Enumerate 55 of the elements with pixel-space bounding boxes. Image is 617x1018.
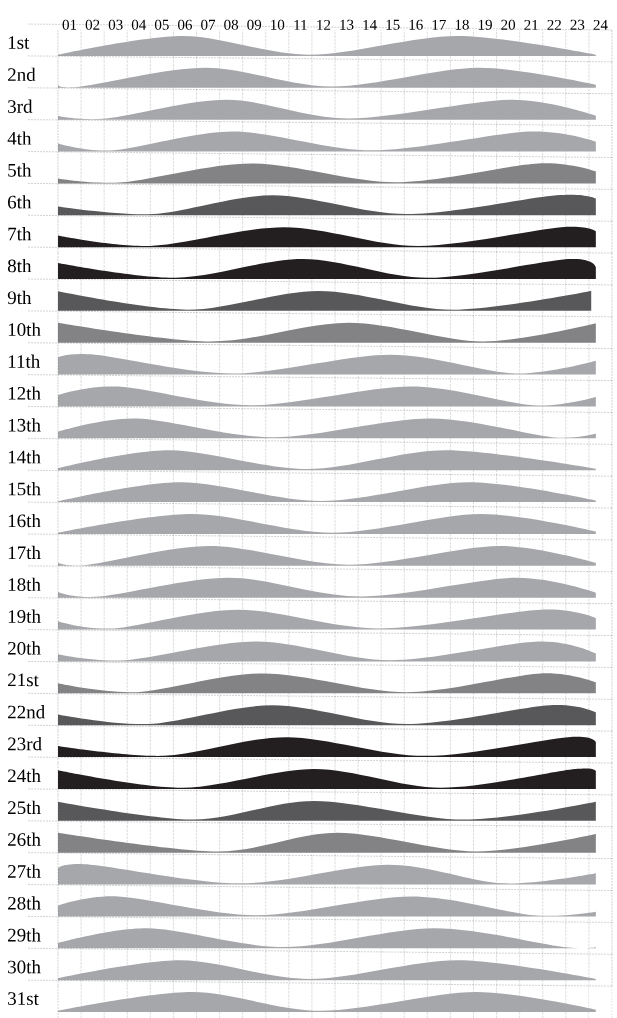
chart-title: 22nd	[8, 705, 45, 719]
chart-title: 14th	[8, 450, 41, 464]
chart-title: 5th	[8, 163, 32, 177]
chart-title: 8th	[7, 258, 32, 273]
chart-title: 3rd	[8, 99, 33, 113]
chart-title: 2nd	[8, 67, 36, 82]
x-tick-label: 17	[432, 19, 446, 30]
chart-title: 1st	[8, 36, 30, 49]
chart-title: 7th	[8, 227, 32, 241]
chart-title: 30th	[8, 960, 41, 974]
x-tick-label: 08	[224, 19, 239, 30]
chart-title: 24th	[8, 768, 41, 783]
x-tick-label: 03	[108, 19, 123, 30]
chart-title: 31st	[8, 992, 39, 1006]
x-tick-label: 07	[201, 19, 216, 30]
chart-title: 11th	[8, 354, 41, 368]
x-tick-label: 01	[62, 19, 77, 30]
chart-title: 25th	[8, 800, 41, 815]
x-tick-label: 12	[317, 19, 331, 30]
chart-title: 23rd	[8, 736, 42, 751]
x-tick-label: 11	[294, 19, 307, 30]
x-tick-label: 15	[386, 19, 400, 30]
chart-title: 12th	[8, 386, 41, 400]
x-tick-label: 16	[409, 19, 423, 30]
x-tick-label: 09	[247, 19, 262, 30]
x-tick-label: 22	[547, 19, 561, 30]
x-tick-label: 20	[501, 19, 516, 30]
x-tick-label: 13	[340, 19, 354, 30]
chart-title: 6th	[8, 195, 32, 209]
x-tick-label: 23	[570, 19, 585, 30]
x-tick-label: 21	[524, 19, 538, 30]
chart-title: 28th	[8, 896, 41, 910]
x-tick-label: 10	[271, 19, 285, 30]
x-tick-label: 19	[478, 19, 492, 30]
chart-title: 19th	[8, 609, 41, 623]
x-tick-label: 14	[363, 19, 377, 30]
chart-title: 21st	[8, 673, 39, 687]
x-tick-label: 02	[85, 19, 100, 30]
chart-title: 10th	[8, 322, 41, 337]
chart-title: 26th	[8, 832, 41, 846]
chart-title: 17th	[8, 545, 41, 560]
x-tick-label: 04	[131, 19, 147, 30]
chart-title: 20th	[8, 641, 41, 655]
chart-title: 4th	[7, 131, 32, 145]
chart-title: 9th	[7, 290, 32, 305]
chart-title: 18th	[8, 577, 41, 591]
chart-title: 13th	[8, 418, 41, 432]
chart-title: 27th	[8, 864, 41, 878]
x-tick-label: 24	[593, 19, 608, 30]
chart-title: 29th	[8, 928, 41, 942]
chart-title: 16th	[8, 513, 41, 528]
chart-title: 15th	[8, 482, 41, 496]
x-tick-label: 06	[178, 19, 193, 30]
x-tick-label: 05	[154, 19, 169, 30]
x-tick-label: 18	[455, 19, 469, 30]
